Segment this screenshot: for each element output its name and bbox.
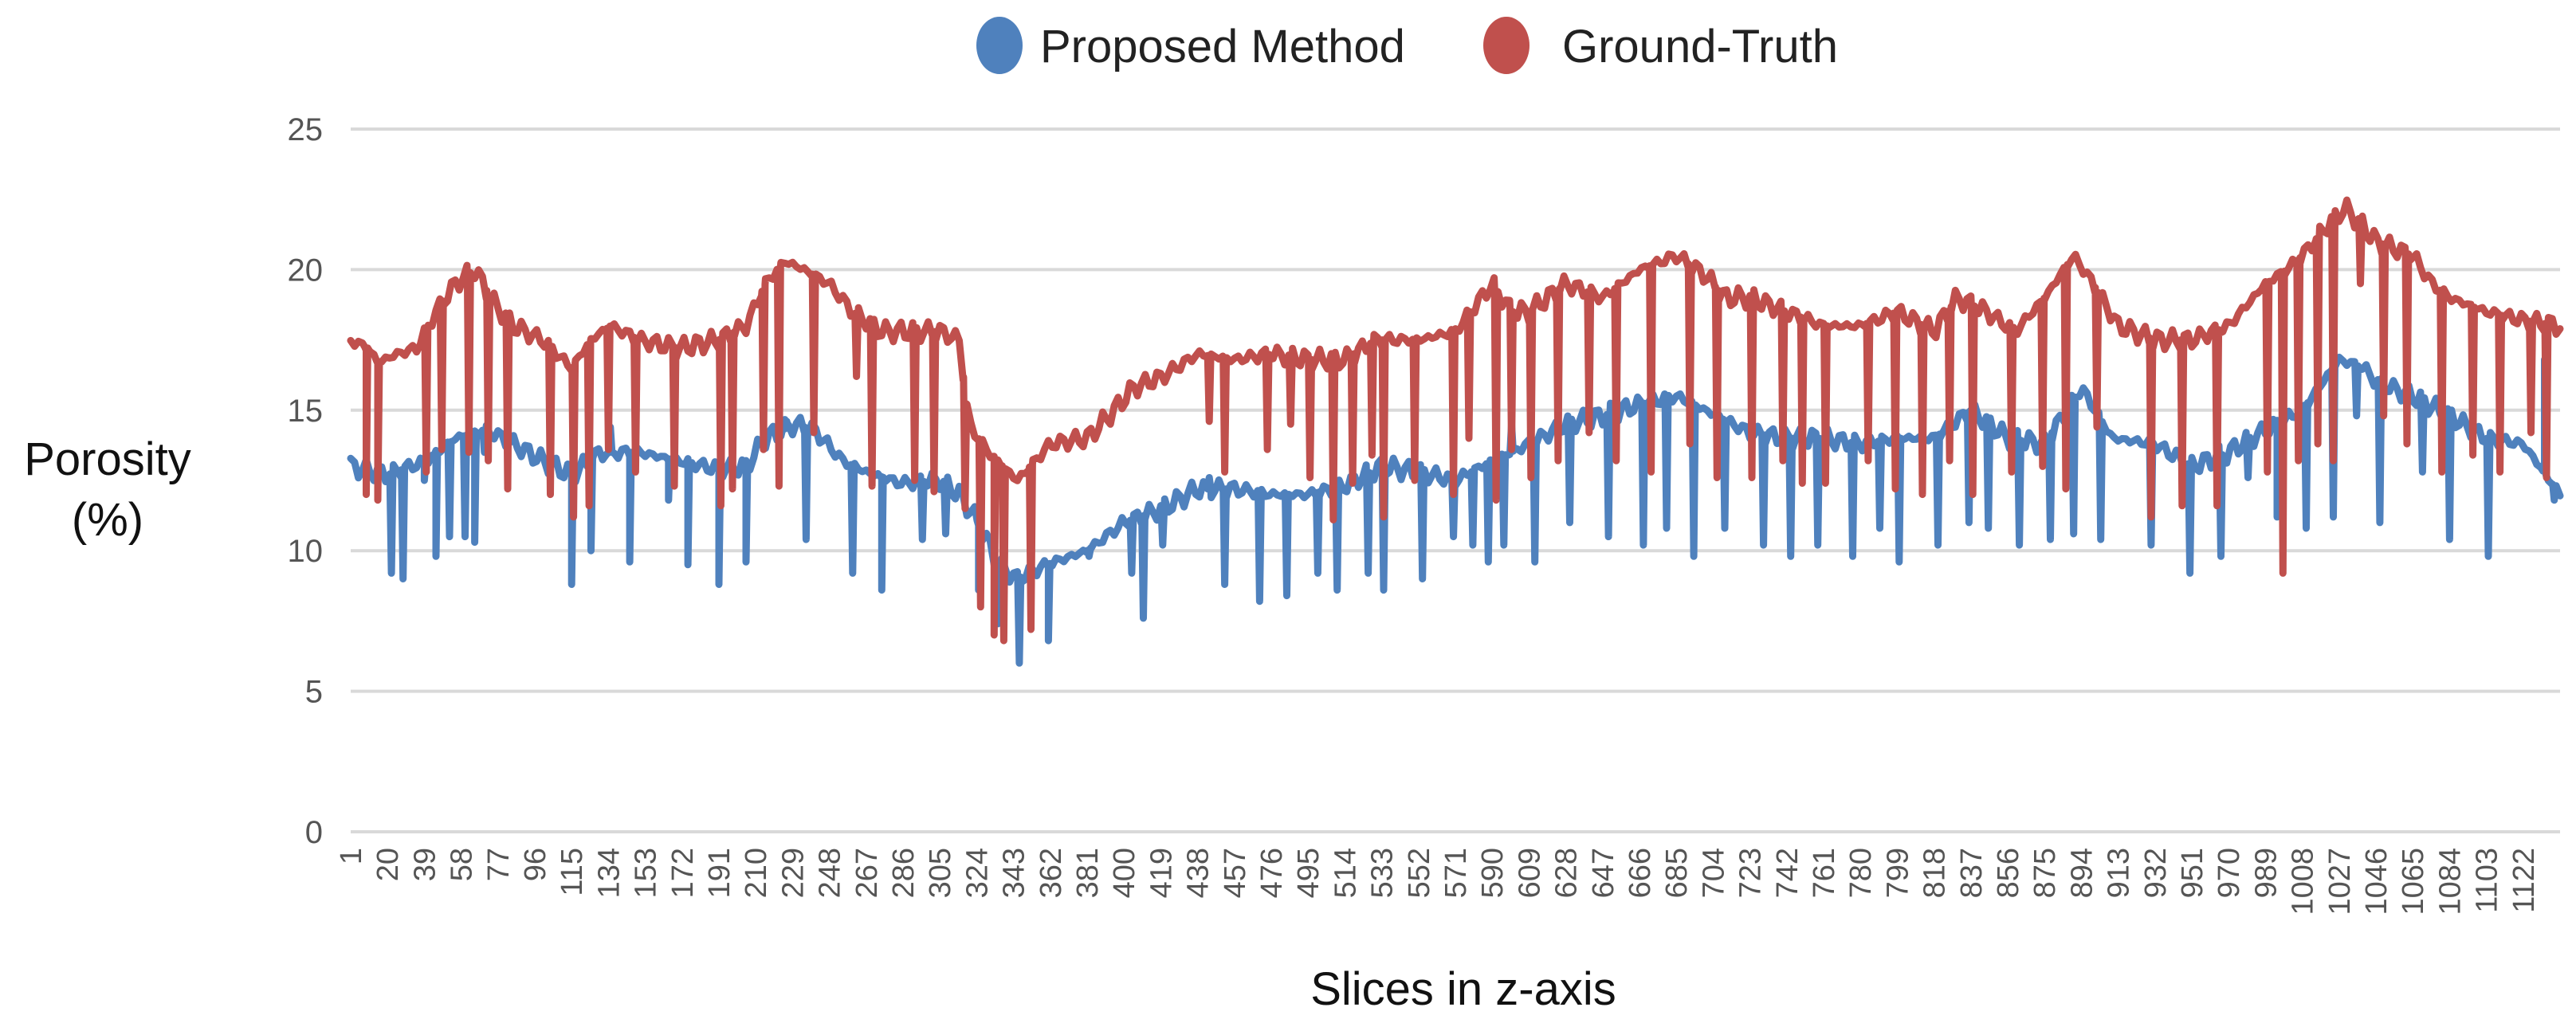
x-tick-label-134: 134 <box>592 848 626 898</box>
x-tick-label-381: 381 <box>1071 848 1105 898</box>
y-tick-label-5: 5 <box>305 675 323 710</box>
legend: Proposed Method Ground-Truth <box>976 17 1838 74</box>
x-tick-label-856: 856 <box>1992 848 2025 898</box>
x-tick-label-951: 951 <box>2176 848 2209 898</box>
x-tick-label-438: 438 <box>1182 848 1215 898</box>
x-tick-label-286: 286 <box>887 848 921 898</box>
y-tick-label-10: 10 <box>288 534 324 569</box>
series-line-ground-truth <box>347 196 2564 645</box>
y-axis-label-line-1: Porosity <box>24 433 191 485</box>
y-axis-label-line-2: (%) <box>72 494 143 546</box>
y-tick-label-0: 0 <box>305 815 323 850</box>
legend-swatch-ground-truth <box>1483 17 1530 74</box>
x-axis-label: Slices in z-axis <box>1310 963 1616 1015</box>
x-tick-label-1122: 1122 <box>2507 848 2541 913</box>
x-tick-label-875: 875 <box>2028 848 2062 898</box>
x-tick-label-58: 58 <box>446 848 479 881</box>
x-tick-label-799: 799 <box>1881 848 1914 898</box>
x-tick-label-837: 837 <box>1955 848 1989 898</box>
x-tick-label-609: 609 <box>1513 848 1546 898</box>
x-tick-label-20: 20 <box>371 848 405 881</box>
x-tick-label-343: 343 <box>998 848 1031 898</box>
x-tick-label-1008: 1008 <box>2287 848 2320 915</box>
x-tick-label-647: 647 <box>1587 848 1620 898</box>
x-tick-label-191: 191 <box>703 848 736 898</box>
x-tick-label-172: 172 <box>666 848 700 898</box>
x-tick-label-476: 476 <box>1255 848 1289 898</box>
x-axis-ticks: 1 20 39 58 77 96 115 134 153 172 191 210 229 248 267 28… <box>335 848 2541 915</box>
x-tick-label-153: 153 <box>630 848 663 898</box>
x-tick-label-818: 818 <box>1918 848 1952 898</box>
x-tick-label-761: 761 <box>1808 848 1841 898</box>
legend-item-ground-truth[interactable]: Ground-Truth <box>1483 17 1838 74</box>
x-tick-label-1: 1 <box>335 848 368 864</box>
x-tick-label-248: 248 <box>814 848 847 898</box>
legend-item-proposed-method[interactable]: Proposed Method <box>976 17 1405 74</box>
y-tick-label-25: 25 <box>288 112 324 147</box>
x-tick-label-894: 894 <box>2065 848 2099 898</box>
series-group <box>347 196 2564 667</box>
legend-swatch-proposed-method <box>976 17 1023 74</box>
legend-label-proposed-method: Proposed Method <box>1040 21 1405 73</box>
x-tick-label-704: 704 <box>1697 848 1730 898</box>
x-tick-label-96: 96 <box>519 848 552 881</box>
x-tick-label-229: 229 <box>776 848 810 898</box>
y-tick-label-20: 20 <box>288 253 324 288</box>
x-tick-label-115: 115 <box>556 848 589 896</box>
x-tick-label-590: 590 <box>1476 848 1510 898</box>
x-tick-label-552: 552 <box>1403 848 1436 898</box>
x-tick-label-267: 267 <box>850 848 884 898</box>
legend-label-ground-truth: Ground-Truth <box>1562 21 1838 73</box>
x-tick-label-913: 913 <box>2103 848 2136 898</box>
x-tick-label-324: 324 <box>960 848 994 898</box>
x-tick-label-533: 533 <box>1366 848 1400 898</box>
x-tick-label-400: 400 <box>1108 848 1141 898</box>
x-tick-label-723: 723 <box>1734 848 1768 898</box>
x-tick-label-742: 742 <box>1771 848 1804 898</box>
x-tick-label-989: 989 <box>2249 848 2283 898</box>
x-tick-label-780: 780 <box>1844 848 1878 898</box>
x-tick-label-932: 932 <box>2139 848 2173 898</box>
x-tick-label-571: 571 <box>1439 848 1473 898</box>
x-tick-label-628: 628 <box>1550 848 1584 898</box>
x-tick-label-495: 495 <box>1292 848 1325 898</box>
x-tick-label-305: 305 <box>924 848 957 898</box>
x-tick-label-457: 457 <box>1219 848 1252 898</box>
x-tick-label-685: 685 <box>1660 848 1694 898</box>
x-tick-label-210: 210 <box>740 848 773 898</box>
x-tick-label-1103: 1103 <box>2471 848 2504 913</box>
x-tick-label-1065: 1065 <box>2397 848 2430 915</box>
x-tick-label-419: 419 <box>1145 848 1178 898</box>
y-tick-label-15: 15 <box>288 394 324 429</box>
x-tick-label-39: 39 <box>408 848 442 881</box>
x-tick-label-514: 514 <box>1329 848 1362 898</box>
y-axis-ticks: 0 5 10 15 20 25 <box>288 112 324 850</box>
x-tick-label-362: 362 <box>1035 848 1068 898</box>
x-tick-label-970: 970 <box>2213 848 2246 898</box>
y-axis-label: Porosity (%) <box>24 433 191 546</box>
x-tick-label-1046: 1046 <box>2360 848 2393 915</box>
x-tick-label-1027: 1027 <box>2323 848 2357 915</box>
x-tick-label-77: 77 <box>482 848 516 881</box>
x-tick-label-666: 666 <box>1624 848 1657 898</box>
x-tick-label-1084: 1084 <box>2433 848 2467 915</box>
